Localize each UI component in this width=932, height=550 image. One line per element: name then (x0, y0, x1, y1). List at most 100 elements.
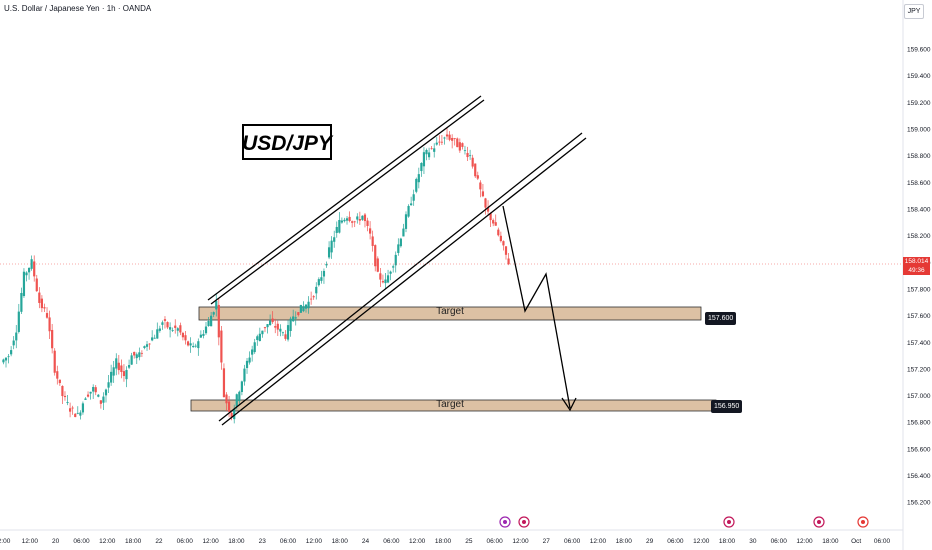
candle-body (240, 381, 243, 393)
candle-body (127, 365, 131, 368)
candle-body (143, 346, 146, 348)
candle-body (335, 226, 338, 233)
currency-button[interactable]: JPY (904, 4, 924, 19)
projection-arrowhead (561, 397, 577, 412)
x-tick-label: 12:00 (409, 538, 426, 545)
candle-body (374, 245, 377, 267)
candle-body (248, 357, 251, 363)
candle-body (458, 142, 461, 151)
candle-body (420, 162, 423, 172)
candle-body (69, 408, 72, 412)
last-price-value: 158.014 (904, 258, 929, 265)
candle-body (74, 413, 77, 418)
candle-body (322, 270, 326, 277)
candle-body (476, 175, 479, 179)
x-tick-label: 06:00 (487, 538, 504, 545)
candle-body (97, 394, 100, 397)
candle-body (394, 254, 397, 266)
y-tick-label: 157.800 (907, 286, 931, 293)
candle-body (333, 237, 336, 242)
candle-body (310, 298, 313, 300)
y-tick-label: 158.200 (907, 233, 931, 240)
candle-body (276, 323, 279, 330)
candle-body (186, 341, 190, 346)
y-tick-label: 159.600 (907, 47, 931, 54)
candle-body (86, 394, 90, 397)
x-tick-label: 2:00 (0, 538, 11, 545)
target-zone (198, 306, 702, 321)
flash-event-icon-dot (503, 520, 507, 524)
candle-body (399, 238, 402, 247)
candle-body (161, 322, 164, 325)
candle-body (479, 182, 482, 190)
candle-body (135, 354, 138, 359)
x-tick-label: 22 (155, 538, 163, 545)
candle-body (486, 207, 490, 212)
candle-body (320, 277, 323, 281)
x-tick-label: Oct (851, 538, 861, 545)
y-tick-label: 157.200 (907, 366, 931, 373)
candle-body (430, 148, 433, 150)
candle-body (484, 198, 487, 208)
candle-body (474, 163, 477, 177)
target-label: Target (436, 306, 464, 317)
candle-body (392, 266, 395, 268)
candle-body (99, 400, 102, 404)
candle-body (189, 343, 192, 346)
candle-body (122, 371, 126, 377)
x-tick-label: 18:00 (332, 538, 349, 545)
us-event-icon-dot (522, 520, 526, 524)
candle-body (502, 241, 505, 246)
target-1-price-tag: 157.600 (705, 312, 737, 325)
candle-body (345, 218, 349, 221)
candle-body (389, 271, 392, 274)
candle-body (448, 134, 451, 140)
candle-body (504, 246, 508, 255)
candle-body (181, 332, 185, 338)
y-tick-label: 156.800 (907, 420, 931, 427)
candle-body (79, 412, 82, 416)
chart-title: USD/JPY (242, 132, 334, 155)
channel-lower-line (218, 132, 583, 422)
candle-body (261, 330, 264, 335)
candle-body (158, 328, 161, 331)
candle-body (379, 273, 382, 280)
candle-body (33, 261, 36, 277)
candle-body (130, 355, 133, 365)
candle-body (207, 320, 210, 327)
candle-body (307, 301, 310, 309)
candle-body (230, 412, 233, 418)
candle-body (507, 258, 510, 265)
candle-body (120, 365, 123, 373)
candle-body (22, 271, 26, 297)
candle-body (440, 141, 443, 143)
candle-body (125, 369, 128, 380)
x-tick-label: 06:00 (771, 538, 788, 545)
x-tick-label: 06:00 (177, 538, 194, 545)
x-tick-label: 12:00 (796, 538, 813, 545)
candle-body (2, 359, 5, 363)
candle-body (7, 356, 10, 358)
x-tick-label: 18:00 (125, 538, 142, 545)
candle-body (156, 329, 159, 339)
candle-body (422, 152, 426, 167)
y-tick-label: 159.200 (907, 100, 931, 107)
candle-body (417, 174, 420, 183)
candle-body (445, 134, 449, 137)
candle-body (197, 341, 200, 349)
candle-body (435, 142, 438, 145)
chart-header: U.S. Dollar / Japanese Yen · 1h · OANDA (4, 4, 152, 13)
candle-body (356, 216, 359, 220)
candle-body (15, 332, 18, 341)
chart-title-box: USD/JPY (242, 124, 334, 160)
y-tick-label: 159.400 (907, 73, 931, 80)
candle-body (471, 157, 474, 167)
candle-body (463, 150, 467, 152)
candle-body (256, 336, 259, 341)
candle-body (253, 342, 256, 353)
x-tick-label: 12:00 (590, 538, 607, 545)
candle-body (176, 328, 179, 331)
candle-body (145, 344, 149, 347)
y-tick-label: 156.200 (907, 500, 931, 507)
